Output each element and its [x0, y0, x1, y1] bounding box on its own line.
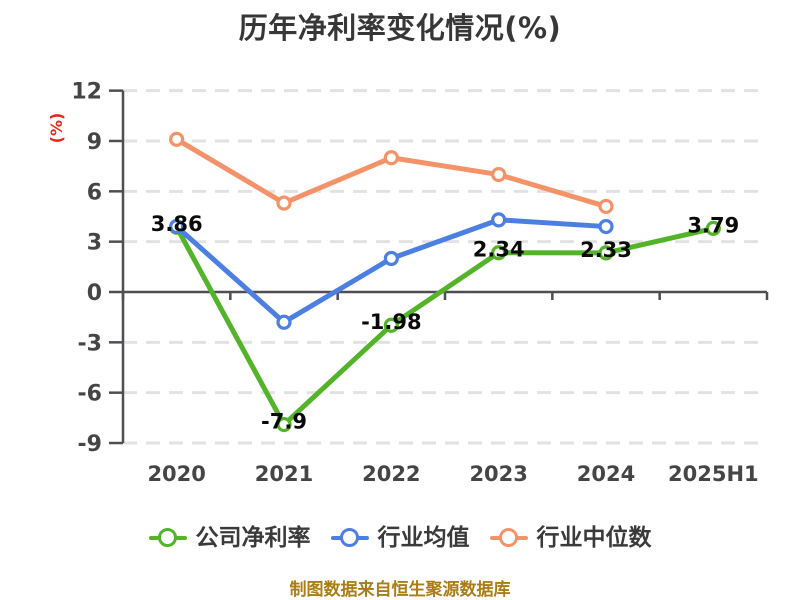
y-tick-label: 6	[87, 180, 102, 205]
legend-item-company-net-margin[interactable]: 公司净利率	[148, 524, 311, 551]
legend-item-industry-mean[interactable]: 行业均值	[330, 524, 470, 551]
data-point[interactable]	[491, 166, 507, 183]
data-point[interactable]	[598, 198, 614, 215]
circle-marker-icon	[157, 528, 177, 547]
data-label: 3.86	[151, 212, 203, 236]
x-tick-label: 2025H1	[668, 462, 759, 486]
data-label: -7.9	[261, 410, 307, 434]
data-point[interactable]	[598, 245, 614, 261]
y-tick-label: 0	[87, 281, 102, 306]
legend-label: 公司净利率	[195, 524, 311, 551]
y-axis-title: (%)	[47, 113, 66, 144]
data-point[interactable]	[169, 218, 185, 235]
legend-marker-green	[148, 527, 187, 549]
data-point[interactable]	[383, 250, 399, 267]
x-tick-label: 2020	[147, 462, 205, 486]
series-line-0	[174, 224, 716, 428]
y-tick-label: 12	[71, 80, 102, 105]
data-point[interactable]	[383, 150, 399, 166]
data-label: -1.98	[361, 310, 422, 334]
data-point[interactable]	[705, 220, 721, 237]
data-point[interactable]	[491, 212, 507, 228]
legend-label: 行业中位数	[536, 524, 652, 551]
data-label: 2.33	[580, 238, 632, 262]
circle-marker-icon	[498, 528, 518, 547]
circle-marker-icon	[339, 528, 359, 547]
x-tick-label: 2023	[469, 462, 527, 486]
x-tick-label: 2021	[255, 462, 313, 486]
data-point[interactable]	[598, 218, 614, 235]
data-label: 2.34	[473, 238, 525, 262]
legend: 公司净利率 行业均值 行业中位数	[0, 518, 800, 558]
series-line-1	[174, 217, 609, 325]
x-tick-label: 2022	[362, 462, 420, 486]
y-tick-label: -6	[78, 382, 102, 407]
y-tick-label: 3	[87, 231, 102, 256]
data-point[interactable]	[169, 131, 185, 147]
legend-marker-orange	[489, 527, 528, 549]
y-tick-label: 9	[87, 130, 102, 155]
data-point[interactable]	[276, 195, 292, 211]
data-point[interactable]	[276, 416, 292, 433]
data-point[interactable]	[491, 245, 507, 261]
chart-svg: 12 9 6 3 0 -3 -6 -9 2020 2021 2022 2023 2024 2025H1 (%…	[47, 80, 769, 486]
legend-item-industry-median[interactable]: 行业中位数	[489, 524, 652, 551]
chart-title: 历年净利率变化情况(%)	[238, 11, 562, 45]
data-point[interactable]	[276, 314, 292, 330]
y-tick-label: -3	[78, 331, 102, 356]
x-tick-label: 2024	[577, 462, 635, 486]
legend-marker-blue	[330, 527, 369, 549]
data-point[interactable]	[383, 317, 399, 333]
series-line-2	[174, 136, 609, 209]
y-tick-label: -9	[78, 432, 102, 457]
footer-note: 制图数据来自恒生聚源数据库	[289, 580, 511, 600]
data-label: 3.79	[687, 213, 739, 237]
legend-label: 行业均值	[377, 524, 470, 551]
